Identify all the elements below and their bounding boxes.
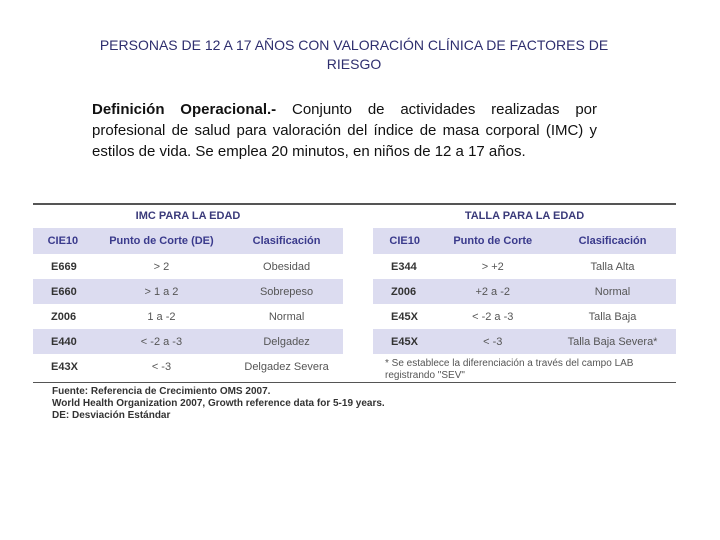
cell: > +2 [481,260,504,273]
cell: E45X [391,310,418,323]
row: E440 < -2 a -3 Delgadez [33,329,343,354]
cell: E43X [51,360,78,373]
cell: < -2 a -3 [92,329,231,354]
cell: < -2 a -3 [472,310,514,323]
cell: 1 a -2 [147,310,176,323]
talla-table: TALLA PARA LA EDAD CIE10 Punto de Corte Cla… [373,204,676,354]
row: E669 > 2 Obesidad [33,254,343,279]
cell: +2 a -2 [436,279,550,304]
source: Fuente: Referencia de Crecimiento OMS 20… [52,386,385,422]
cell: Delgadez [230,329,343,354]
rule [33,203,676,205]
source-line: Fuente: Referencia de Crecimiento OMS 20… [52,386,271,397]
cell: E669 [51,260,77,273]
header-cell: Punto de Corte [436,228,550,254]
definition-label: Definición Operacional.- [92,101,277,118]
cell: > 2 [153,260,170,273]
row: E660 > 1 a 2 Sobrepeso [33,279,343,304]
rule [33,382,676,383]
header-cell: CIE10 [373,228,437,254]
row: Z006 1 a -2 Normal [33,304,343,329]
cell: E440 [33,329,93,354]
definition: Definición Operacional.- Conjunto de act… [92,99,597,162]
cell: E344 [391,260,417,273]
header-cell: Clasificación [549,228,676,254]
cell: < -3 [436,329,550,354]
row: E344 > +2 Talla Alta [373,254,676,279]
header-row: CIE10 Punto de Corte Clasificación [373,228,676,254]
table-title: TALLA PARA LA EDAD [464,210,585,222]
cell: Z006 [373,279,437,304]
source-line: World Health Organization 2007, Growth r… [52,398,385,409]
cell: E660 [33,279,93,304]
cell: Obesidad [263,260,311,273]
row: E45X < -2 a -3 Talla Baja [373,304,676,329]
table-title: IMC PARA LA EDAD [135,210,241,222]
cell: Normal [268,310,305,323]
imc-table: IMC PARA LA EDAD CIE10 Punto de Corte (DE)… [33,204,343,379]
caption-row: TALLA PARA LA EDAD [373,204,676,228]
row: Z006 +2 a -2 Normal [373,279,676,304]
header-row: CIE10 Punto de Corte (DE) Clasificación [33,228,343,254]
row: E45X < -3 Talla Baja Severa* [373,329,676,354]
cell: E45X [373,329,437,354]
header-cell: Punto de Corte (DE) [92,228,231,254]
definition-text: Conjunto de actividades realizadas por p… [92,101,598,160]
cell: Talla Baja [588,310,637,323]
cell: Z006 [51,310,77,323]
cell: Delgadez Severa [244,360,329,373]
title: PERSONAS DE 12 A 17 AÑOS CON VALORACIÓN … [99,37,609,72]
cell: Talla Baja Severa* [549,329,676,354]
cell: Sobrepeso [230,279,343,304]
cell: < -3 [151,360,172,373]
cell: Talla Alta [590,260,635,273]
cell: > 1 a 2 [92,279,231,304]
header-cell: CIE10 [33,228,93,254]
source-line: DE: Desviación Estándar [52,410,171,421]
row: E43X < -3 Delgadez Severa [33,354,343,379]
cell: Normal [549,279,676,304]
header-cell: Clasificación [230,228,343,254]
note: * Se establece la diferenciación a travé… [385,358,634,381]
caption-row: IMC PARA LA EDAD [33,204,343,228]
